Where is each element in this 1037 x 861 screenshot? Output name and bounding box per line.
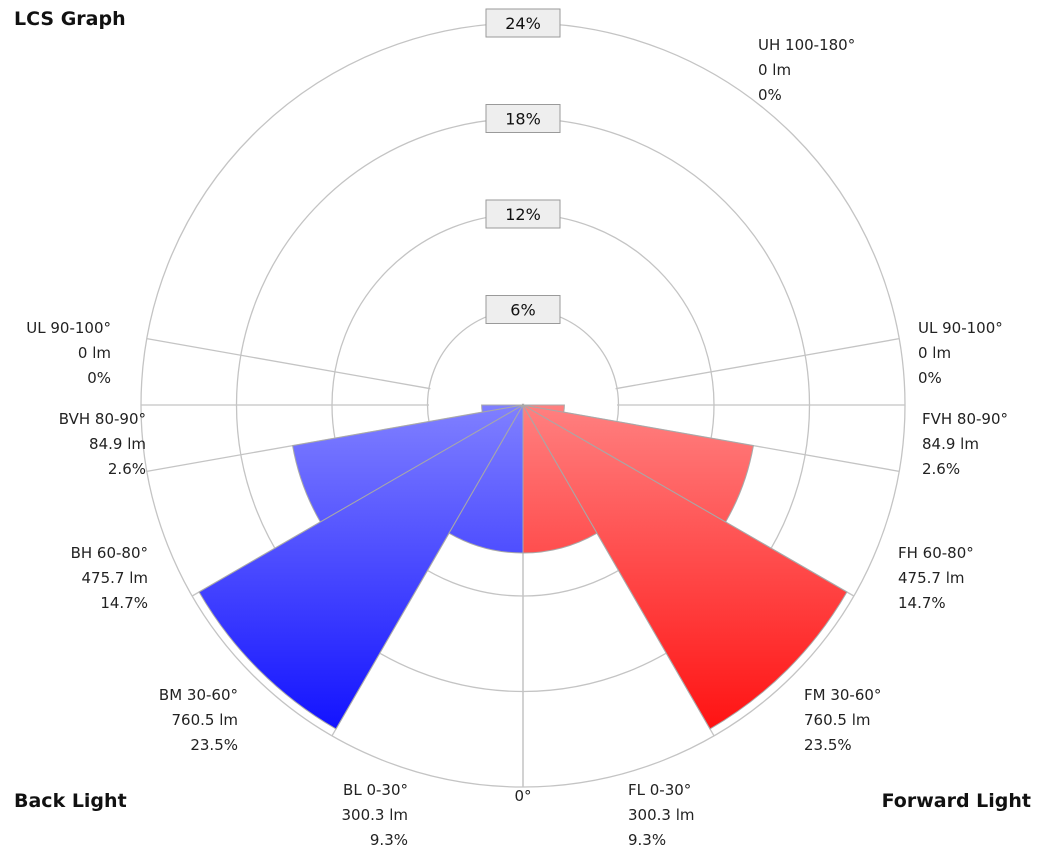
svg-text:0%: 0% bbox=[918, 369, 942, 387]
svg-text:9.3%: 9.3% bbox=[370, 831, 408, 849]
svg-text:24%: 24% bbox=[505, 14, 541, 33]
zone-label-forward-30-60: FM 30-60° 760.5 lm 23.5% bbox=[804, 686, 881, 754]
svg-text:2.6%: 2.6% bbox=[922, 460, 960, 478]
svg-text:UL 90-100°: UL 90-100° bbox=[26, 319, 111, 337]
zone-label-back-80-90: BVH 80-90° 84.9 lm 2.6% bbox=[59, 410, 146, 478]
svg-text:0%: 0% bbox=[87, 369, 111, 387]
svg-text:14.7%: 14.7% bbox=[898, 594, 946, 612]
ring-labels: 6% 12% 18% 24% bbox=[485, 8, 561, 324]
ring-label: 18% bbox=[485, 104, 561, 133]
svg-text:9.3%: 9.3% bbox=[628, 831, 666, 849]
svg-text:BH 60-80°: BH 60-80° bbox=[71, 544, 148, 562]
ring-label: 24% bbox=[485, 8, 561, 38]
zone-label-up-100-180: UH 100-180° 0 lm 0% bbox=[758, 36, 855, 104]
zone-label-forward-80-90: FVH 80-90° 84.9 lm 2.6% bbox=[922, 410, 1008, 478]
svg-text:300.3 lm: 300.3 lm bbox=[628, 806, 695, 824]
svg-text:0%: 0% bbox=[758, 86, 782, 104]
grid-spoke bbox=[615, 338, 900, 390]
ring-label: 6% bbox=[485, 295, 561, 324]
svg-text:UH 100-180°: UH 100-180° bbox=[758, 36, 855, 54]
svg-text:FVH 80-90°: FVH 80-90° bbox=[922, 410, 1008, 428]
zone-label-forward-90-100: UL 90-100° 0 lm 0% bbox=[918, 319, 1003, 387]
zone-label-back-0-30: BL 0-30° 300.3 lm 9.3% bbox=[342, 781, 409, 849]
bottom-angle-label: 0° bbox=[514, 787, 531, 805]
svg-text:18%: 18% bbox=[505, 110, 541, 129]
zone-label-back-90-100: UL 90-100° 0 lm 0% bbox=[26, 319, 111, 387]
zone-label-forward-0-30: FL 0-30° 300.3 lm 9.3% bbox=[628, 781, 695, 849]
zone-label-back-60-80: BH 60-80° 475.7 lm 14.7% bbox=[71, 544, 148, 612]
svg-text:23.5%: 23.5% bbox=[804, 736, 852, 754]
bar-back-0-30 bbox=[448, 403, 524, 554]
svg-text:475.7 lm: 475.7 lm bbox=[898, 569, 965, 587]
svg-text:12%: 12% bbox=[505, 205, 541, 224]
svg-text:UL 90-100°: UL 90-100° bbox=[918, 319, 1003, 337]
forward-light-title: Forward Light bbox=[881, 790, 1031, 812]
svg-text:300.3 lm: 300.3 lm bbox=[342, 806, 409, 824]
svg-text:23.5%: 23.5% bbox=[190, 736, 238, 754]
back-light-title: Back Light bbox=[14, 790, 127, 812]
svg-text:84.9 lm: 84.9 lm bbox=[89, 435, 146, 453]
svg-text:BM 30-60°: BM 30-60° bbox=[159, 686, 238, 704]
ring-label: 12% bbox=[485, 199, 561, 229]
zone-labels: 0° FL 0-30° 300.3 lm 9.3% FM 30-60° 760.5 lm 2… bbox=[26, 36, 1008, 849]
chart-bars bbox=[198, 403, 848, 730]
bar-forward-30-60 bbox=[521, 403, 848, 730]
zone-label-forward-60-80: FH 60-80° 475.7 lm 14.7% bbox=[898, 544, 974, 612]
svg-text:FH 60-80°: FH 60-80° bbox=[898, 544, 974, 562]
bar-forward-60-80 bbox=[522, 404, 754, 523]
svg-text:0 lm: 0 lm bbox=[758, 61, 791, 79]
svg-text:475.7 lm: 475.7 lm bbox=[82, 569, 149, 587]
bar-forward-80-90 bbox=[522, 404, 565, 413]
chart-title: LCS Graph bbox=[14, 8, 126, 30]
bar-back-30-60 bbox=[198, 403, 525, 730]
svg-text:6%: 6% bbox=[510, 301, 535, 320]
svg-text:14.7%: 14.7% bbox=[100, 594, 148, 612]
svg-text:FM 30-60°: FM 30-60° bbox=[804, 686, 881, 704]
svg-text:BVH 80-90°: BVH 80-90° bbox=[59, 410, 146, 428]
svg-text:760.5 lm: 760.5 lm bbox=[172, 711, 239, 729]
svg-text:FL 0-30°: FL 0-30° bbox=[628, 781, 691, 799]
zone-label-back-30-60: BM 30-60° 760.5 lm 23.5% bbox=[159, 686, 238, 754]
svg-text:BL 0-30°: BL 0-30° bbox=[343, 781, 408, 799]
svg-text:760.5 lm: 760.5 lm bbox=[804, 711, 871, 729]
grid-spoke bbox=[146, 338, 431, 390]
svg-text:84.9 lm: 84.9 lm bbox=[922, 435, 979, 453]
svg-text:0 lm: 0 lm bbox=[918, 344, 951, 362]
svg-text:2.6%: 2.6% bbox=[108, 460, 146, 478]
svg-text:0 lm: 0 lm bbox=[78, 344, 111, 362]
